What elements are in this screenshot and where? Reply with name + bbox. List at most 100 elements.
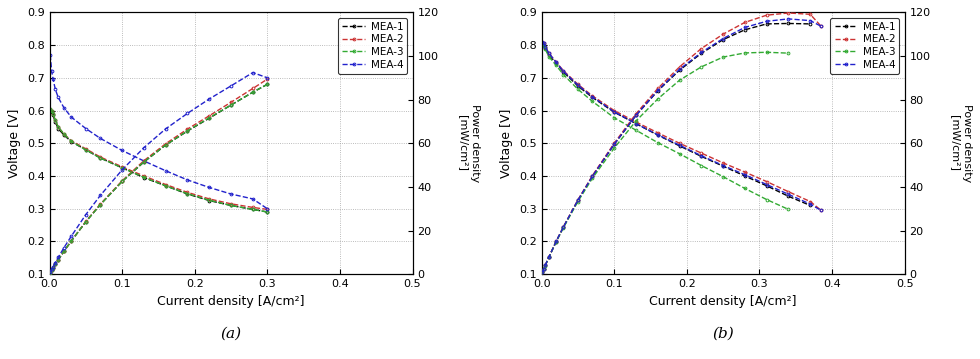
MEA-4: [538, 41, 550, 46]
Line: MEA-1: MEA-1: [541, 42, 811, 207]
MEA-3: [181, 191, 193, 196]
MEA-1: [225, 203, 237, 208]
MEA-4: [247, 197, 259, 201]
X-axis label: Current density [A/cm²]: Current density [A/cm²]: [157, 295, 305, 308]
MEA-1: [805, 203, 816, 208]
MEA-3: [262, 210, 273, 214]
MEA-2: [536, 39, 548, 44]
MEA-1: [58, 133, 70, 137]
MEA-4: [609, 110, 620, 114]
MEA-4: [52, 95, 64, 99]
MEA-4: [47, 77, 59, 81]
MEA-3: [696, 163, 708, 168]
MEA-2: [47, 112, 59, 116]
MEA-4: [739, 173, 751, 177]
MEA-3: [652, 140, 663, 145]
Y-axis label: Voltage [V]: Voltage [V]: [501, 108, 514, 178]
MEA-4: [717, 163, 729, 168]
MEA-2: [587, 94, 599, 98]
MEA-2: [247, 205, 259, 210]
MEA-1: [739, 174, 751, 178]
MEA-2: [609, 108, 620, 113]
X-axis label: Current density [A/cm²]: Current density [A/cm²]: [650, 295, 797, 308]
MEA-3: [538, 43, 550, 48]
MEA-4: [572, 83, 584, 87]
MEA-1: [181, 192, 193, 196]
MEA-4: [117, 148, 128, 153]
MEA-1: [80, 148, 92, 152]
MEA-2: [538, 41, 550, 46]
MEA-1: [247, 207, 259, 211]
MEA-3: [52, 125, 64, 129]
MEA-3: [138, 175, 150, 180]
MEA-3: [94, 156, 106, 160]
MEA-3: [47, 112, 59, 116]
MEA-1: [117, 165, 128, 170]
MEA-1: [550, 61, 562, 65]
MEA-1: [558, 70, 569, 74]
MEA-1: [673, 144, 685, 148]
MEA-4: [138, 159, 150, 163]
MEA-3: [225, 203, 237, 208]
MEA-2: [739, 170, 751, 174]
MEA-2: [630, 120, 642, 124]
MEA-2: [181, 190, 193, 195]
MEA-2: [760, 180, 772, 184]
MEA-3: [739, 186, 751, 191]
MEA-3: [58, 132, 70, 136]
MEA-1: [46, 110, 58, 114]
MEA-2: [80, 147, 92, 151]
MEA-4: [181, 178, 193, 182]
MEA-1: [66, 140, 77, 144]
MEA-4: [49, 87, 61, 92]
MEA-4: [160, 169, 172, 173]
MEA-4: [696, 154, 708, 158]
MEA-4: [630, 121, 642, 126]
MEA-4: [760, 182, 772, 187]
MEA-3: [536, 41, 548, 46]
MEA-3: [717, 174, 729, 179]
MEA-1: [609, 110, 620, 114]
MEA-2: [558, 69, 569, 73]
MEA-2: [543, 51, 555, 55]
MEA-3: [49, 118, 61, 122]
MEA-3: [117, 165, 128, 170]
MEA-4: [46, 69, 58, 73]
MEA-3: [572, 87, 584, 92]
MEA-2: [94, 155, 106, 159]
Y-axis label: Power density
[mW/cm²]: Power density [mW/cm²]: [950, 104, 971, 182]
MEA-4: [80, 126, 92, 131]
MEA-4: [58, 106, 70, 110]
MEA-1: [160, 184, 172, 188]
MEA-1: [543, 53, 555, 57]
MEA-2: [815, 208, 827, 213]
MEA-2: [44, 107, 56, 111]
Line: MEA-3: MEA-3: [49, 107, 269, 213]
Y-axis label: Power density
[mW/cm²]: Power density [mW/cm²]: [458, 104, 479, 182]
MEA-1: [539, 46, 551, 51]
MEA-1: [783, 194, 795, 199]
Legend: MEA-1, MEA-2, MEA-3, MEA-4: MEA-1, MEA-2, MEA-3, MEA-4: [338, 18, 408, 74]
MEA-3: [558, 73, 569, 77]
MEA-1: [49, 120, 61, 124]
MEA-2: [539, 45, 551, 49]
MEA-2: [550, 60, 562, 64]
Text: (a): (a): [220, 327, 242, 341]
MEA-2: [225, 202, 237, 206]
MEA-2: [66, 139, 77, 143]
MEA-1: [138, 176, 150, 180]
MEA-4: [94, 136, 106, 140]
Legend: MEA-1, MEA-2, MEA-3, MEA-4: MEA-1, MEA-2, MEA-3, MEA-4: [830, 18, 900, 74]
MEA-3: [204, 198, 216, 202]
Line: MEA-1: MEA-1: [49, 109, 269, 213]
MEA-1: [572, 84, 584, 88]
MEA-2: [160, 182, 172, 187]
MEA-1: [52, 126, 64, 131]
MEA-3: [783, 207, 795, 211]
MEA-1: [47, 113, 59, 118]
MEA-1: [587, 95, 599, 99]
MEA-4: [550, 60, 562, 64]
MEA-3: [609, 116, 620, 120]
Line: MEA-3: MEA-3: [541, 42, 790, 211]
MEA-4: [652, 132, 663, 137]
